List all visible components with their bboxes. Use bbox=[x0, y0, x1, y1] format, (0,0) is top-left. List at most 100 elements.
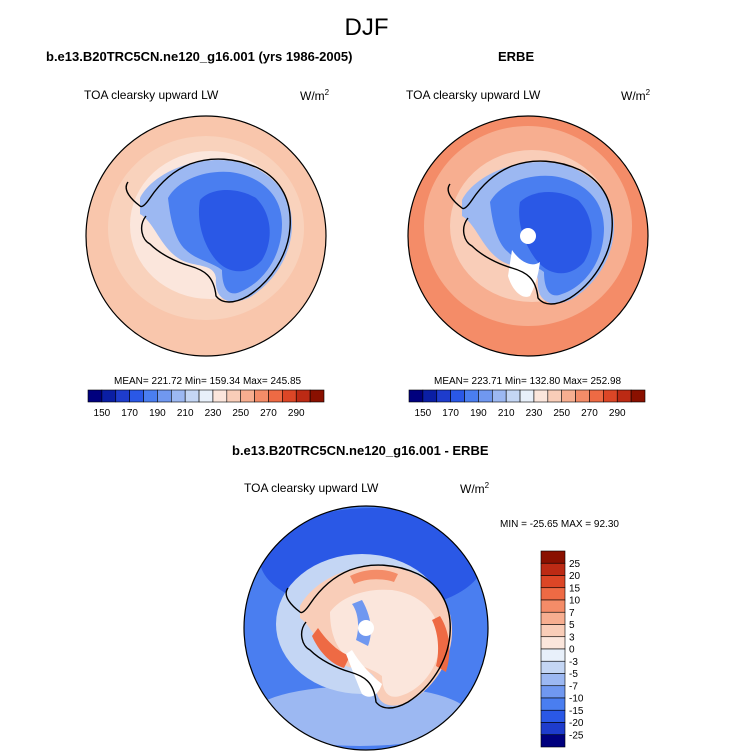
panel1-colorbar-swatch bbox=[129, 389, 144, 403]
panel2-colorbar-swatch bbox=[505, 389, 521, 403]
panel2-colorbar-tick-label: 150 bbox=[415, 408, 432, 419]
panel2-colorbar-swatch bbox=[616, 389, 632, 403]
panel2-colorbar-swatch bbox=[519, 389, 535, 403]
panel1-colorbar-swatch bbox=[184, 389, 200, 403]
panel1-colorbar: 150 170 190 210 230 250 270 290 bbox=[87, 389, 325, 419]
panel3-colorbar-tick-label: -25 bbox=[569, 730, 584, 741]
panel1-colorbar-swatch bbox=[268, 389, 283, 403]
panel2-colorbar-swatch bbox=[603, 389, 618, 403]
panel2-title: ERBE bbox=[498, 49, 535, 64]
panel2-colorbar-swatch bbox=[478, 389, 493, 403]
panel3-colorbar-swatch bbox=[540, 599, 566, 613]
panel2-colorbar-swatch bbox=[561, 389, 576, 403]
panel2-colorbar-swatch bbox=[491, 389, 507, 403]
panel3-colorbar-tick-label: -20 bbox=[569, 718, 584, 729]
panel3-colorbar-swatch bbox=[540, 673, 566, 687]
panel1-colorbar-swatch bbox=[240, 389, 255, 403]
panel1-colorbar-swatch bbox=[282, 389, 297, 403]
panel3-colorbar-swatch bbox=[540, 697, 566, 711]
panel3-colorbar-tick-label: -7 bbox=[569, 681, 578, 692]
panel1-colorbar-tick-label: 190 bbox=[149, 408, 166, 419]
panel1-colorbar-swatch bbox=[226, 389, 242, 403]
panel1-title: b.e13.B20TRC5CN.ne120_g16.001 (yrs 1986-… bbox=[46, 49, 353, 64]
panel2-colorbar-swatch bbox=[630, 389, 646, 403]
panel2-colorbar-tick-label: 190 bbox=[470, 408, 487, 419]
panel3-colorbar-tick-label: 15 bbox=[569, 583, 581, 594]
panel1-colorbar-swatch bbox=[143, 389, 158, 403]
panel2-colorbar-tick-label: 250 bbox=[553, 408, 570, 419]
panel2-units-label: W/m2 bbox=[621, 88, 651, 103]
panel1-units-label: W/m2 bbox=[300, 88, 330, 103]
panel3-colorbar-swatch bbox=[540, 636, 566, 650]
panel1-colorbar-swatch bbox=[157, 389, 172, 403]
panel1-map bbox=[85, 115, 327, 357]
panel3-colorbar-swatch bbox=[540, 660, 566, 674]
panel1-colorbar-tick-label: 210 bbox=[177, 408, 194, 419]
panel1-colorbar-swatch bbox=[198, 389, 214, 403]
panel3-colorbar-tick-label: -3 bbox=[569, 657, 578, 668]
panel2-colorbar: 150 170 190 210 230 250 270 290 bbox=[408, 389, 646, 419]
panel2-colorbar-tick-label: 210 bbox=[498, 408, 515, 419]
panel1-colorbar-tick-label: 290 bbox=[288, 408, 305, 419]
panel2-colorbar-swatch bbox=[547, 389, 563, 403]
panel1-colorbar-swatch bbox=[170, 389, 186, 403]
panel3-colorbar-swatch bbox=[540, 685, 566, 699]
panel1-colorbar-tick-label: 230 bbox=[205, 408, 222, 419]
panel3-map bbox=[243, 505, 489, 751]
panel1-colorbar-swatch bbox=[254, 389, 269, 403]
panel2-colorbar-swatch bbox=[422, 389, 438, 403]
panel3-units-label: W/m2 bbox=[460, 481, 490, 496]
panel3-variable-label: TOA clearsky upward LW bbox=[244, 481, 379, 495]
panel2-colorbar-tick-label: 290 bbox=[609, 408, 626, 419]
panel3-colorbar-tick-label: 25 bbox=[569, 559, 581, 570]
panel1-colorbar-swatch bbox=[101, 389, 117, 403]
panel3-colorbar-swatch bbox=[540, 722, 566, 736]
panel2-colorbar-swatch bbox=[589, 389, 604, 403]
panel1-colorbar-swatch bbox=[212, 389, 228, 403]
panel2-colorbar-tick-label: 230 bbox=[526, 408, 543, 419]
panel3-colorbar-swatch bbox=[540, 611, 566, 625]
panel3-colorbar-tick-label: 5 bbox=[569, 620, 575, 631]
panel3-colorbar-swatch bbox=[540, 587, 566, 601]
panel2-colorbar-swatch bbox=[436, 389, 451, 403]
panel2-colorbar-swatch bbox=[575, 389, 590, 403]
figure-title: DJF bbox=[344, 14, 389, 41]
panel2-colorbar-swatch bbox=[533, 389, 549, 403]
panel3-title: b.e13.B20TRC5CN.ne120_g16.001 - ERBE bbox=[232, 443, 489, 458]
panel3-stats: MIN = -25.65 MAX = 92.30 bbox=[500, 519, 619, 530]
panel3-colorbar-swatch bbox=[540, 624, 566, 638]
panel2-colorbar-swatch bbox=[450, 389, 465, 403]
panel3-colorbar-tick-label: 3 bbox=[569, 632, 575, 643]
panel1-stats: MEAN= 221.72 Min= 159.34 Max= 245.85 bbox=[114, 376, 302, 387]
panel1-colorbar-swatch bbox=[115, 389, 130, 403]
panel1-colorbar-tick-label: 250 bbox=[232, 408, 249, 419]
panel3-colorbar-swatch bbox=[540, 575, 566, 589]
panel1-colorbar-tick-label: 170 bbox=[121, 408, 138, 419]
panel2-colorbar-tick-label: 270 bbox=[581, 408, 598, 419]
panel3-colorbar-tick-label: 7 bbox=[569, 608, 575, 619]
panel1-colorbar-swatch bbox=[87, 389, 103, 403]
panel2-colorbar-tick-label: 170 bbox=[442, 408, 459, 419]
panel3-colorbar-swatch bbox=[540, 648, 566, 662]
panel2-variable-label: TOA clearsky upward LW bbox=[406, 88, 541, 102]
panel3-colorbar-tick-label: 10 bbox=[569, 596, 581, 607]
panel3-colorbar-tick-label: -5 bbox=[569, 669, 578, 680]
panel1-colorbar-swatch bbox=[309, 389, 325, 403]
panel1-colorbar-tick-label: 150 bbox=[94, 408, 111, 419]
panel2-colorbar-swatch bbox=[464, 389, 479, 403]
panel2-map bbox=[407, 115, 649, 357]
panel2-colorbar-swatch bbox=[408, 389, 424, 403]
panel1-colorbar-tick-label: 270 bbox=[260, 408, 277, 419]
panel3-colorbar-swatch bbox=[540, 734, 566, 748]
panel3-colorbar-tick-label: -15 bbox=[569, 706, 584, 717]
panel3-colorbar-swatch bbox=[540, 562, 566, 576]
panel3-colorbar-swatch bbox=[540, 550, 566, 564]
panel1-colorbar-swatch bbox=[295, 389, 311, 403]
panel2-stats: MEAN= 223.71 Min= 132.80 Max= 252.98 bbox=[434, 376, 622, 387]
panel3-colorbar-swatch bbox=[540, 709, 566, 723]
panel3-colorbar-tick-label: 20 bbox=[569, 571, 581, 582]
panel3-colorbar-tick-label: 0 bbox=[569, 645, 575, 656]
panel1-variable-label: TOA clearsky upward LW bbox=[84, 88, 219, 102]
